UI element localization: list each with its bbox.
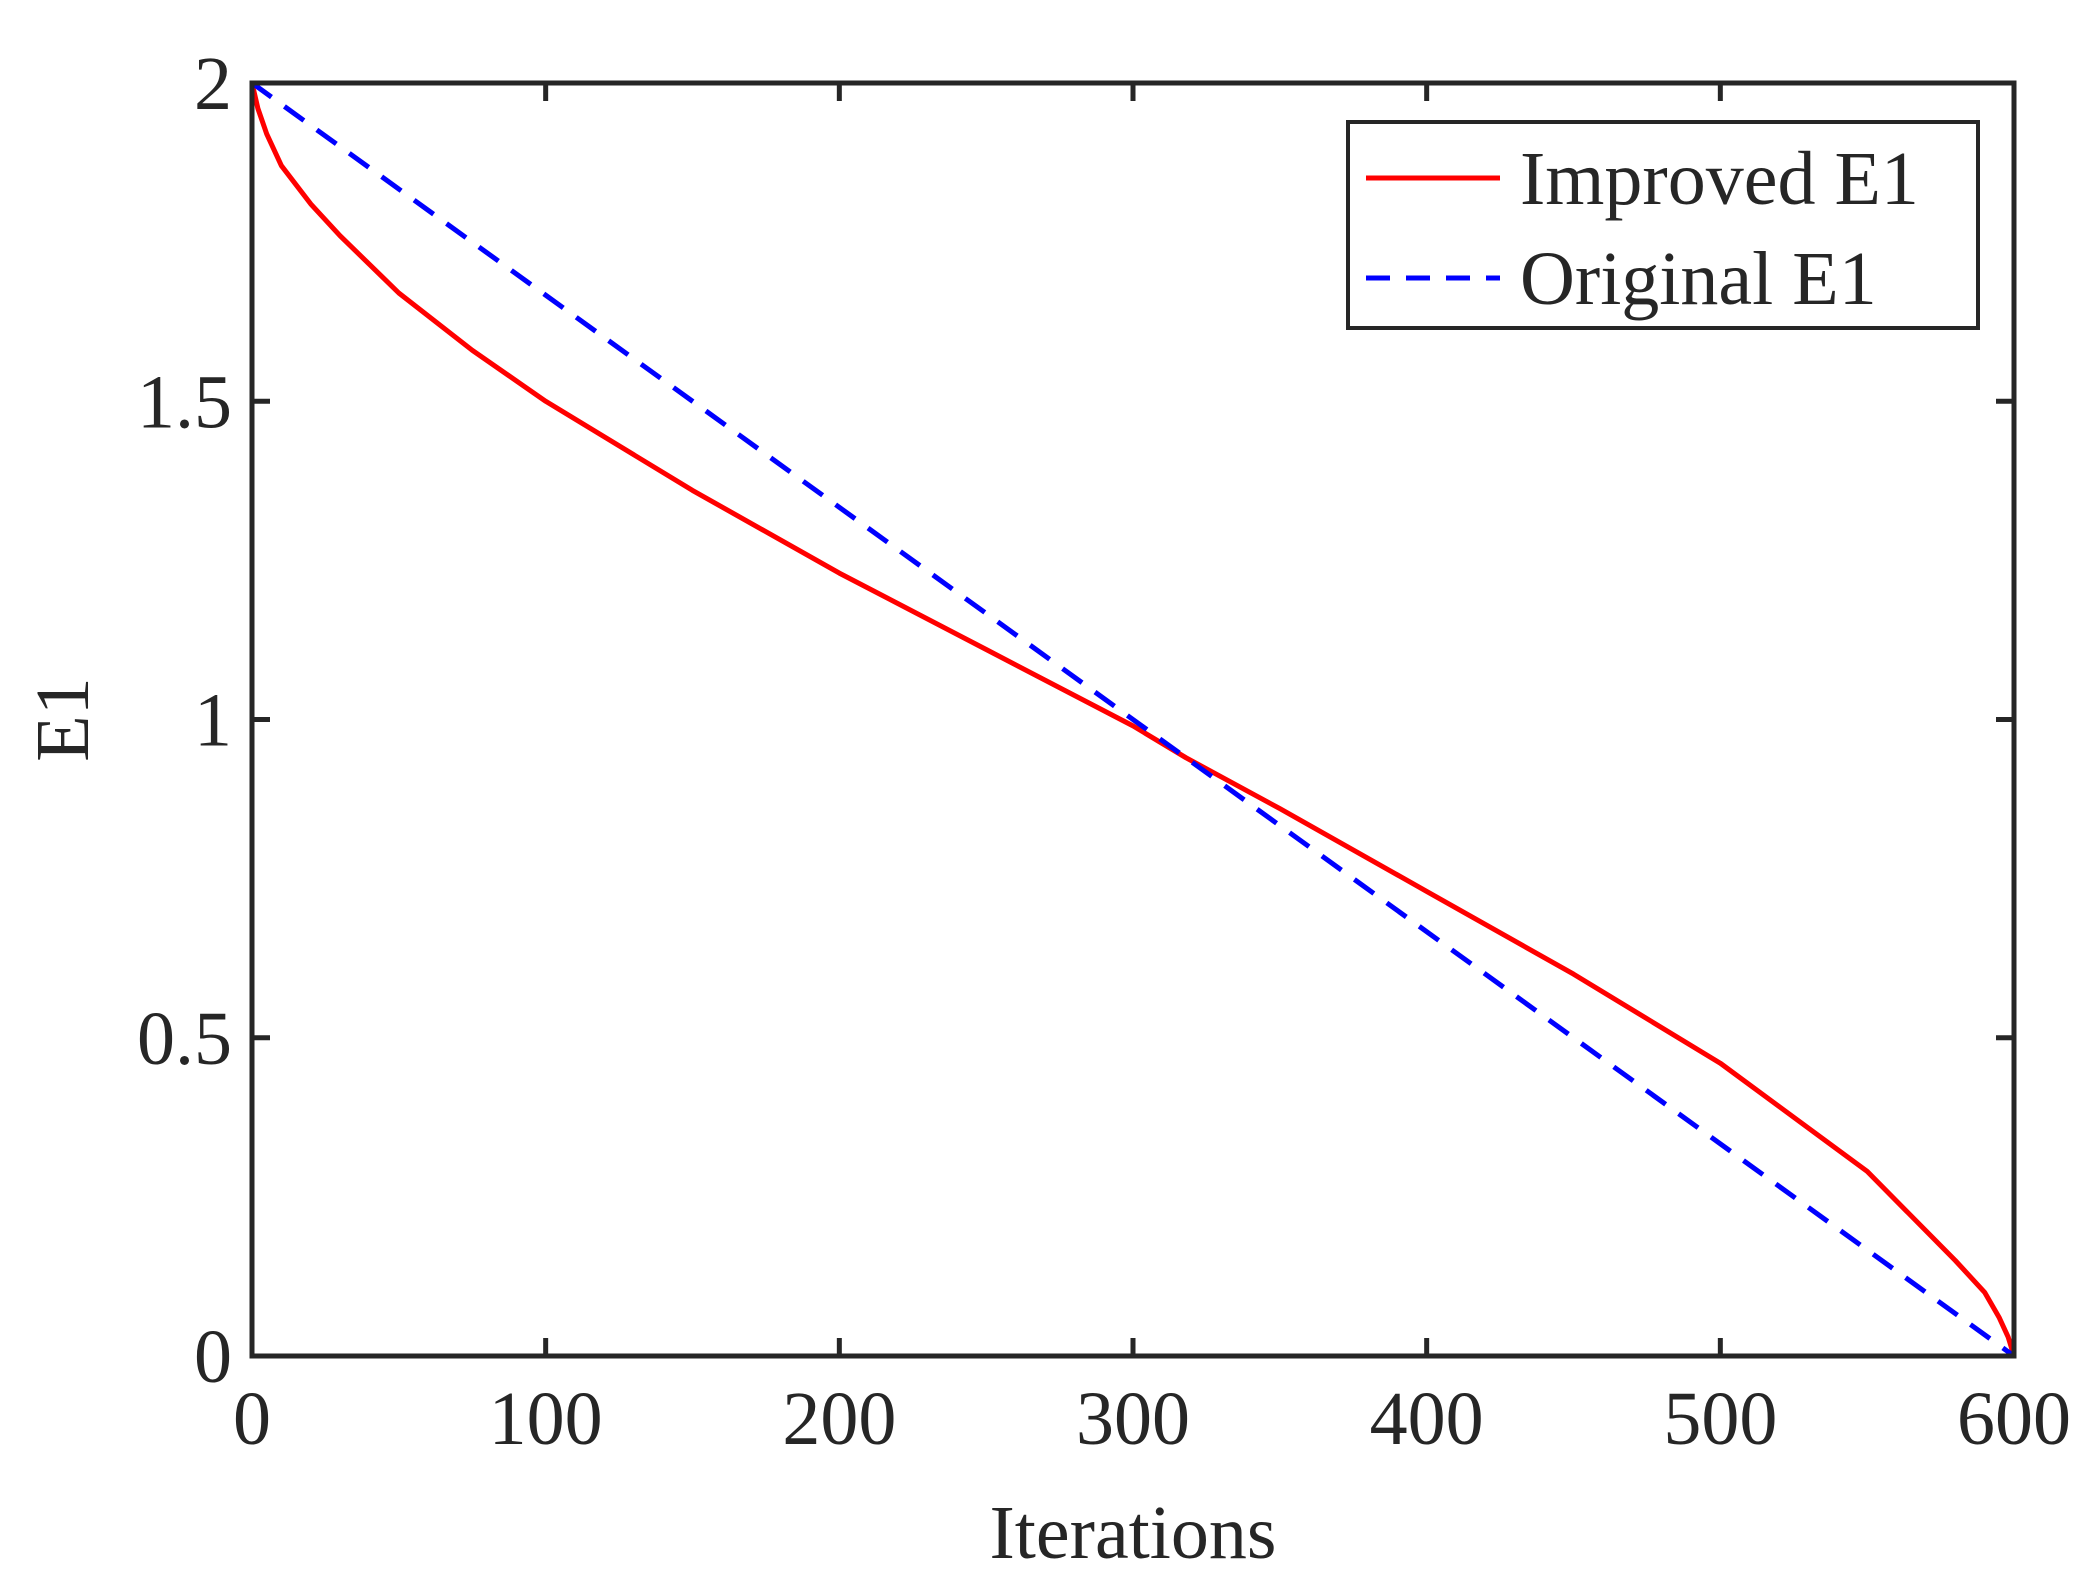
x-tick-label: 0 (233, 1377, 271, 1461)
y-axis-title: E1 (21, 677, 105, 761)
x-tick-label: 600 (1957, 1377, 2071, 1461)
series-lines (249, 80, 2017, 1359)
tick-labels: 0 100 200 300 400 500 600 0 0.5 1 1.5 2 (137, 42, 2071, 1461)
legend-box (1346, 120, 1980, 330)
y-tick-label: 2 (194, 42, 232, 126)
plot-frame (249, 80, 2017, 1359)
y-tick-label: 0.5 (137, 997, 232, 1081)
y-tick-label: 0 (194, 1315, 232, 1399)
x-tick-label: 400 (1370, 1377, 1484, 1461)
x-axis-title: Iterations (989, 1491, 1276, 1575)
legend-label-improved-e1: Improved E1 (1520, 137, 1919, 221)
x-tick-label: 500 (1663, 1377, 1777, 1461)
legend-label-original-e1: Original E1 (1520, 237, 1877, 321)
x-tick-label: 200 (782, 1377, 896, 1461)
series-line-improved-e1 (249, 82, 2017, 1357)
series-line-original-e1 (250, 80, 2016, 1359)
y-tick-label: 1 (194, 679, 232, 763)
x-tick-label: 100 (489, 1377, 603, 1461)
legend: Improved E1 Original E1 (1346, 120, 1980, 330)
y-tick-label: 1.5 (137, 360, 232, 444)
x-tick-label: 300 (1076, 1377, 1190, 1461)
